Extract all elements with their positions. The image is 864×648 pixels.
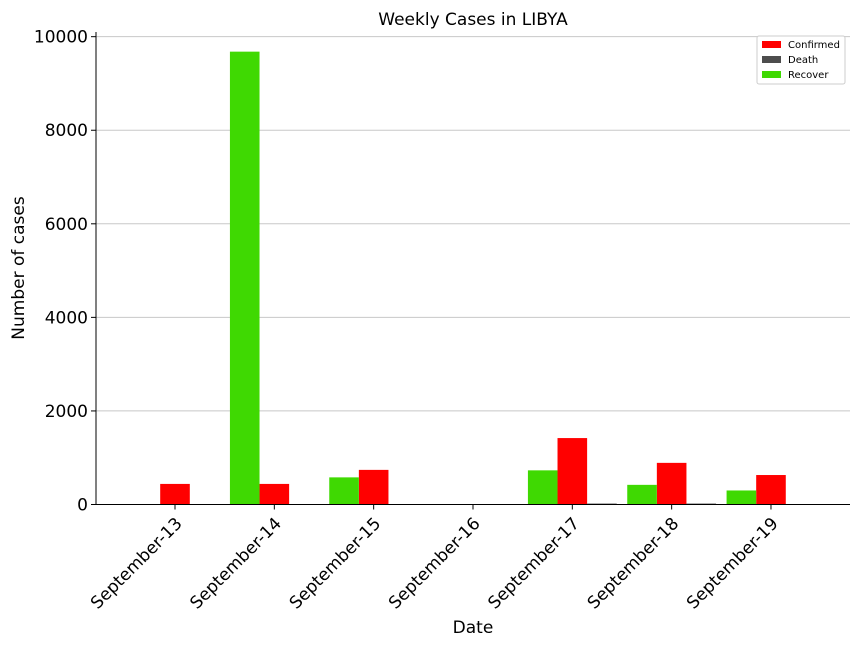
bars — [160, 51, 816, 505]
bar-recover — [627, 484, 657, 505]
bar-recover — [229, 51, 260, 505]
legend-swatch-confirmed — [762, 41, 781, 48]
legend-label-confirmed: Confirmed — [788, 40, 840, 51]
x-axis-label: Date — [453, 618, 494, 638]
axes — [95, 32, 850, 505]
legend-label-death: Death — [788, 55, 818, 66]
gridlines — [96, 36, 850, 412]
bar-confirmed — [259, 483, 290, 505]
bar-recover — [726, 490, 757, 505]
y-tick-label: 2000 — [45, 402, 88, 422]
x-tick-label: September-18 — [584, 514, 683, 613]
bar-recover — [329, 477, 359, 505]
x-tick-label: September-17 — [484, 514, 583, 613]
legend-label-recover: Recover — [788, 70, 829, 81]
x-ticks: September-13 September-14 September-15 Sept… — [87, 504, 783, 613]
x-tick-label: September-16 — [385, 514, 484, 613]
x-tick-label: September-19 — [683, 514, 782, 613]
legend-swatch-death — [762, 56, 781, 63]
y-tick-label: 10000 — [34, 28, 88, 48]
bar-confirmed — [160, 483, 190, 505]
y-tick-label: 6000 — [45, 215, 88, 235]
bar-confirmed — [656, 462, 687, 505]
bar-confirmed — [358, 469, 389, 505]
chart-title: Weekly Cases in LIBYA — [378, 10, 568, 30]
legend: Confirmed Death Recover — [756, 35, 846, 85]
y-tick-label: 8000 — [45, 121, 88, 141]
y-ticks: 0 2000 4000 6000 8000 10000 — [34, 28, 96, 516]
x-tick-label: September-13 — [87, 514, 186, 613]
bar-confirmed — [756, 475, 786, 505]
y-tick-label: 0 — [77, 496, 88, 516]
y-tick-label: 4000 — [45, 308, 88, 328]
bar-confirmed — [557, 438, 588, 505]
x-tick-label: September-15 — [286, 514, 385, 613]
bar-recover — [527, 470, 558, 505]
legend-swatch-recover — [762, 71, 781, 78]
y-axis-label: Number of cases — [9, 196, 29, 340]
x-tick-label: September-14 — [186, 514, 285, 613]
